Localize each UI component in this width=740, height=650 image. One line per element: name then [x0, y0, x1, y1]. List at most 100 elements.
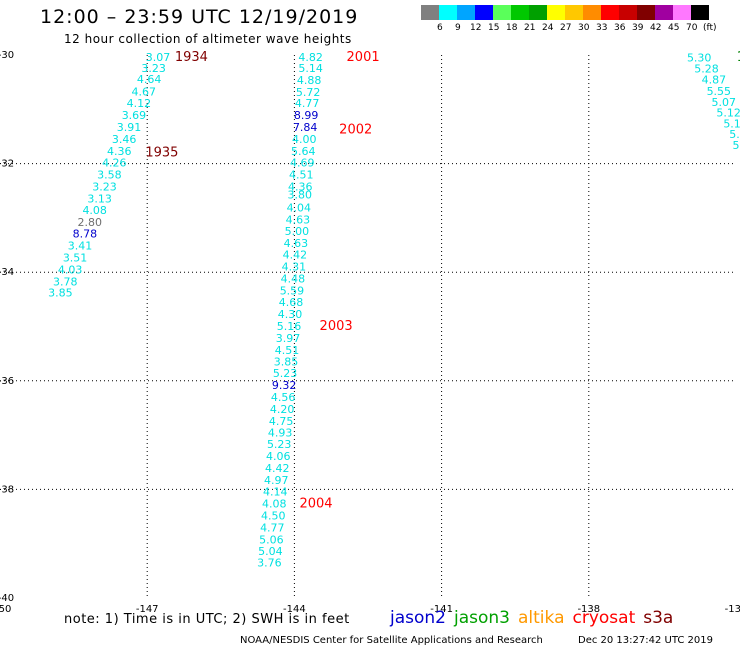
wave-height-value: 5. [729, 128, 740, 141]
legend-label-33: 33 [596, 23, 608, 33]
legend-label-18: 18 [506, 23, 518, 33]
legend-swatch-30 [583, 5, 601, 20]
wave-height-value: 4.31 [282, 261, 307, 274]
satellite-cryosat: cryosat [572, 608, 636, 628]
wave-height-value: 4.87 [702, 73, 727, 86]
wave-height-value: 3.85 [274, 356, 299, 369]
wave-height-value: 4.67 [132, 85, 157, 98]
satellite-legend: jason2 jason3 altika cryosat s3a [390, 608, 681, 628]
wave-height-value: 3.51 [63, 251, 88, 264]
wave-height-value: 3.07 [146, 51, 171, 64]
time-label: 2002 [339, 122, 372, 137]
wave-height-value: 4.63 [284, 237, 309, 250]
wave-height-value: 4.14 [263, 485, 288, 498]
satellite-jason2: jason2 [390, 608, 446, 628]
wave-height-value: 4.75 [269, 415, 294, 428]
wave-height-value: 7.84 [293, 121, 318, 134]
chart-title: 12:00 – 23:59 UTC 12/19/2019 [40, 6, 359, 28]
wave-height-value: 4.30 [278, 308, 303, 321]
lon-tick-label: -138 [577, 604, 600, 615]
legend-label-42: 42 [650, 23, 662, 33]
wave-height-value: 5.12 [716, 106, 740, 119]
wave-height-value: 4.03 [58, 263, 83, 276]
wave-height-value: 4.51 [289, 168, 314, 181]
wave-height-value: 5.72 [296, 86, 321, 99]
wave-height-value: 3.91 [117, 121, 142, 134]
legend-unit: (ft) [703, 23, 717, 33]
wave-height-value: 5.55 [707, 85, 732, 98]
legend-swatch-33 [601, 5, 619, 20]
wave-height-value: 4.50 [261, 509, 286, 522]
legend-label-12: 12 [470, 23, 482, 33]
legend-swatch-24 [547, 5, 565, 20]
wave-height-value: 4.08 [82, 204, 107, 217]
legend-label-45: 45 [668, 23, 680, 33]
lat-tick-label: -38 [0, 484, 14, 495]
wave-height-value: 3.23 [141, 62, 166, 75]
wave-height-value: 5.1 [723, 117, 740, 130]
legend-swatch-18 [511, 5, 529, 20]
wave-height-value: 4.77 [295, 97, 320, 110]
lon-tick-label: -135 [725, 604, 740, 615]
wave-height-value: 5 [733, 139, 740, 152]
units-note: note: 1) Time is in UTC; 2) SWH is in fe… [64, 612, 350, 627]
wave-height-value: 4.51 [275, 344, 300, 357]
legend-label-39: 39 [632, 23, 644, 33]
wave-height-value: 5.64 [291, 145, 316, 158]
wave-height-value: 5.04 [258, 545, 283, 558]
wave-height-value: 3.69 [122, 109, 147, 122]
time-label: 2001 [347, 50, 380, 65]
legend-label-15: 15 [488, 23, 500, 33]
wave-height-value: 4.36 [288, 180, 313, 193]
wave-height-value: 2.80 [78, 216, 103, 229]
wave-height-value: 4.12 [127, 97, 152, 110]
lat-tick-label: -34 [0, 267, 14, 278]
lat-tick-label: -30 [0, 50, 14, 61]
legend-swatch-70 [691, 5, 709, 20]
wave-height-value: 4.56 [271, 391, 296, 404]
legend-label-70: 70 [686, 23, 698, 33]
wave-height-value: 5.23 [267, 438, 292, 451]
lon-tick-label: -144 [283, 604, 306, 615]
wave-height-value: 4.42 [283, 249, 308, 262]
wave-height-value: 4.63 [286, 213, 311, 226]
legend-label-21: 21 [524, 23, 536, 33]
wave-height-value: 5.28 [694, 62, 719, 75]
wave-height-value: 4.04 [287, 201, 312, 214]
legend-label-24: 24 [542, 23, 554, 33]
satellite-jason3: jason3 [454, 608, 510, 628]
wave-height-value: 4.08 [262, 497, 287, 510]
wave-height-value: 5.06 [259, 533, 284, 546]
wave-height-value: 3.76 [257, 557, 282, 570]
generation-timestamp: Dec 20 13:27:42 UTC 2019 [578, 635, 713, 646]
wave-height-value: 3.80 [288, 188, 313, 201]
wave-height-value: 4.06 [266, 450, 291, 463]
wave-height-value: 5.16 [277, 320, 302, 333]
legend-label-27: 27 [560, 23, 572, 33]
time-label: 1935 [145, 146, 178, 161]
legend-swatch-21 [529, 5, 547, 20]
wave-height-value: 4.69 [290, 156, 315, 169]
legend-swatch-6 [439, 5, 457, 20]
legend-swatch-9 [457, 5, 475, 20]
wave-height-value: 4.00 [292, 133, 317, 146]
wave-height-value: 4.77 [260, 521, 285, 534]
legend-swatch-45 [673, 5, 691, 20]
wave-height-value: 4.64 [137, 73, 162, 86]
wave-height-value: 4.68 [279, 296, 304, 309]
wave-height-value: 4.36 [107, 145, 132, 158]
wave-height-value: 3.58 [97, 168, 122, 181]
wave-height-value: 5.30 [687, 52, 712, 65]
chart-subtitle: 12 hour collection of altimeter wave hei… [64, 32, 352, 46]
lon-tick-label: -141 [430, 604, 453, 615]
wave-height-value: 4.48 [281, 273, 306, 286]
wave-height-value: 5.00 [285, 225, 310, 238]
time-label: 2004 [299, 496, 332, 511]
wave-height-value: 4.82 [298, 51, 323, 64]
wave-height-value: 4.88 [297, 74, 322, 87]
wave-height-value: 3.41 [68, 240, 93, 253]
legend-swatch-3 [421, 5, 439, 20]
lat-tick-label: -40 [0, 593, 14, 604]
footer-credit: NOAA/NESDIS Center for Satellite Applica… [240, 635, 543, 646]
